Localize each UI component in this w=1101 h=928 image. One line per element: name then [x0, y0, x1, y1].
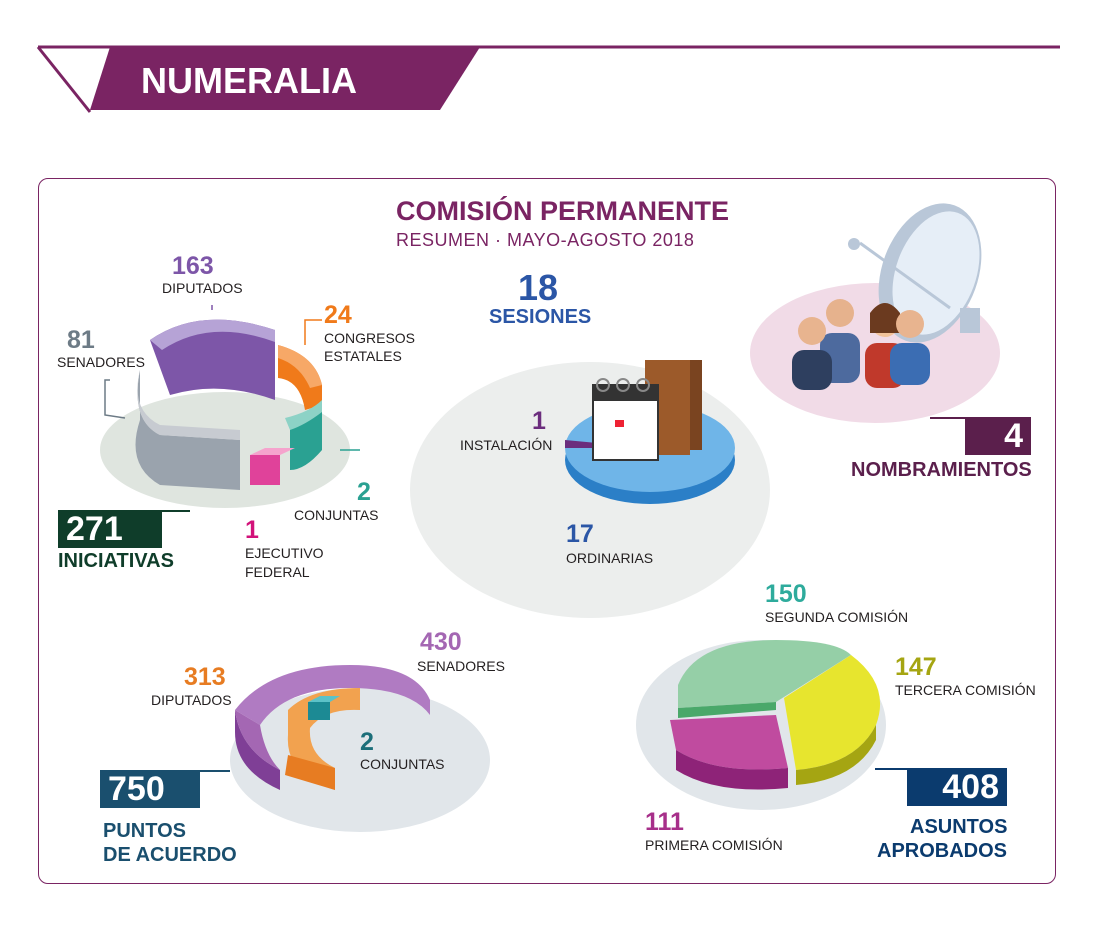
- iniciativas-ejecutivo-label2: FEDERAL: [245, 564, 310, 580]
- panel-subtitle: RESUMEN · MAYO-AGOSTO 2018: [396, 230, 695, 250]
- iniciativas-conjuntas-value: 2: [357, 478, 371, 506]
- puntos-senadores-label: SENADORES: [417, 658, 505, 674]
- puntos-diputados-value: 313: [184, 663, 226, 691]
- summary-panel: [38, 178, 1056, 884]
- sesiones-instalacion-value: 1: [532, 407, 546, 435]
- asuntos-chart: [636, 640, 886, 810]
- sesiones-label: SESIONES: [489, 306, 592, 328]
- asuntos-tercera-value: 147: [895, 653, 937, 681]
- iniciativas-label: INICIATIVAS: [58, 550, 174, 572]
- puntos-label1: PUNTOS: [103, 820, 186, 842]
- puntos-label2: DE ACUERDO: [103, 844, 237, 866]
- iniciativas-senadores-value: 81: [67, 326, 95, 354]
- iniciativas-ejecutivo-value: 1: [245, 516, 259, 544]
- page-title: NUMERALIA: [141, 60, 357, 101]
- iniciativas-congresos-label1: CONGRESOS: [324, 330, 416, 346]
- iniciativas-chart: [100, 305, 360, 508]
- iniciativas-total: 271: [58, 510, 162, 548]
- nombramientos-line: [930, 417, 965, 419]
- asuntos-total: 408: [907, 768, 1007, 806]
- puntos-total: 750: [100, 770, 200, 808]
- iniciativas-conjuntas-label: CONJUNTAS: [294, 507, 379, 523]
- iniciativas-congresos-value: 24: [324, 301, 352, 329]
- panel-title: COMISIÓN PERMANENTE: [396, 196, 730, 226]
- puntos-conjuntas-value: 2: [360, 728, 374, 756]
- puntos-chart: [230, 665, 490, 832]
- asuntos-line: [875, 768, 907, 770]
- puntos-senadores-value: 430: [420, 628, 462, 656]
- sesiones-instalacion-label: INSTALACIÓN: [460, 437, 553, 453]
- sesiones-ordinarias-label: ORDINARIAS: [566, 550, 654, 566]
- sesiones-ordinarias-value: 17: [566, 520, 594, 548]
- asuntos-primera-value: 111: [645, 808, 684, 836]
- iniciativas-diputados-value: 163: [172, 252, 214, 280]
- puntos-line: [200, 770, 230, 772]
- sesiones-total: 18: [518, 267, 559, 308]
- nombramientos-illustration: [750, 203, 1000, 423]
- iniciativas-line: [162, 510, 190, 512]
- asuntos-primera-label: PRIMERA COMISIÓN: [645, 837, 783, 853]
- iniciativas-diputados-label: DIPUTADOS: [162, 280, 243, 296]
- header-banner: [36, 45, 1060, 113]
- iniciativas-congresos-label2: ESTATALES: [324, 348, 402, 364]
- puntos-conjuntas-label: CONJUNTAS: [360, 756, 445, 772]
- iniciativas-ejecutivo-label1: EJECUTIVO: [245, 545, 324, 561]
- nombramientos-label: NOMBRAMIENTOS: [851, 459, 1032, 481]
- iniciativas-senadores-label: SENADORES: [57, 354, 145, 370]
- asuntos-segunda-label: SEGUNDA COMISIÓN: [765, 609, 909, 625]
- asuntos-label1: ASUNTOS: [910, 816, 1008, 838]
- nombramientos-total: 4: [965, 417, 1031, 455]
- asuntos-label2: APROBADOS: [877, 840, 1008, 862]
- asuntos-tercera-label: TERCERA COMISIÓN: [895, 682, 1036, 698]
- puntos-diputados-label: DIPUTADOS: [151, 692, 232, 708]
- sesiones-chart: [410, 360, 770, 618]
- asuntos-segunda-value: 150: [765, 580, 807, 608]
